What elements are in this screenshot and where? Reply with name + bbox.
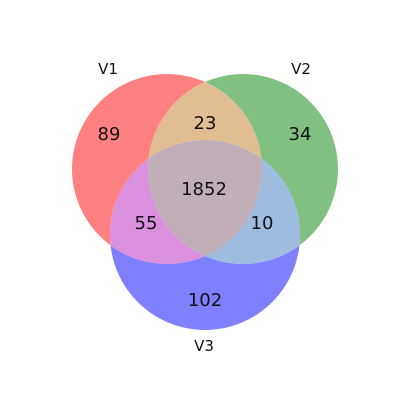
set-label-v1: V1: [98, 60, 118, 78]
count-v1-v2: 23: [194, 113, 217, 134]
region-v1-v2-v3: [148, 140, 262, 264]
count-v1-v3: 55: [135, 213, 158, 234]
count-v1-v2-v3: 1852: [181, 179, 227, 200]
set-label-v3: V3: [194, 337, 214, 355]
set-label-v2: V2: [291, 60, 311, 78]
count-v2-only: 34: [289, 124, 312, 145]
count-v1-only: 89: [98, 124, 121, 145]
count-v3-only: 102: [188, 290, 222, 311]
count-v2-v3: 10: [251, 213, 274, 234]
